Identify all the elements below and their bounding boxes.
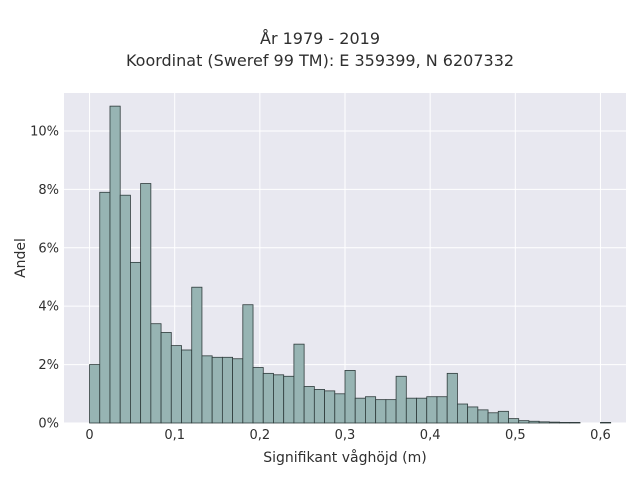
histogram-bar — [232, 358, 244, 424]
x-tick-label: 0,6 — [590, 428, 611, 443]
histogram-bar — [181, 349, 193, 424]
histogram-bar — [416, 397, 428, 424]
histogram-bar — [467, 406, 479, 424]
histogram-bar — [508, 418, 520, 424]
histogram-bar — [283, 375, 295, 424]
histogram-bar — [150, 323, 162, 424]
histogram-bar — [405, 397, 417, 424]
x-tick-label: 0 — [85, 428, 93, 443]
histogram-bar — [191, 286, 203, 424]
histogram-bar — [354, 397, 366, 424]
histogram-bar — [385, 399, 397, 424]
histogram-bar — [313, 389, 325, 424]
x-tick-label: 0,4 — [420, 428, 441, 443]
y-axis-ticks: 0% 2% 4% 6% 8% 10% — [30, 124, 59, 431]
x-tick-label: 0,2 — [250, 428, 271, 443]
histogram-bar — [303, 386, 315, 424]
histogram-bar — [487, 412, 499, 424]
histogram-bar — [456, 403, 469, 424]
chart-subtitle: Koordinat (Sweref 99 TM): E 359399, N 62… — [125, 51, 515, 70]
histogram-bar — [528, 420, 540, 424]
histogram-bar — [221, 356, 234, 424]
histogram-bar — [99, 191, 111, 424]
histogram-bar — [477, 409, 489, 424]
histogram-bar — [569, 422, 581, 424]
histogram-bar — [559, 422, 571, 424]
histogram-bar — [324, 390, 336, 424]
histogram-bar — [334, 393, 346, 424]
histogram-bar — [548, 421, 560, 424]
histogram-bar — [497, 410, 509, 424]
histogram-bar — [252, 367, 264, 424]
y-axis-label: Andel — [13, 238, 29, 278]
y-tick-label: 0% — [38, 417, 59, 432]
histogram-bar — [140, 183, 152, 424]
x-tick-label: 0,5 — [505, 428, 526, 443]
histogram-bar — [344, 370, 356, 424]
histogram-bar — [130, 261, 142, 424]
y-tick-label: 10% — [30, 124, 59, 139]
x-axis-ticks: 0 0,1 0,2 0,3 0,4 0,5 0,6 — [85, 428, 610, 443]
histogram-bar — [170, 345, 182, 424]
y-tick-label: 8% — [38, 183, 59, 198]
histogram-bar — [201, 355, 213, 424]
histogram-bar — [262, 372, 274, 424]
histogram-bar — [242, 304, 254, 424]
histogram-bar — [160, 332, 172, 424]
histogram-bar — [293, 343, 305, 424]
histogram-bar — [446, 372, 458, 424]
histogram-bar — [426, 396, 438, 424]
x-tick-label: 0,3 — [335, 428, 356, 443]
histogram-bar — [89, 364, 101, 424]
y-tick-label: 4% — [38, 300, 59, 315]
histogram-bar — [518, 420, 530, 424]
x-tick-label: 0,1 — [164, 428, 185, 443]
y-tick-label: 6% — [38, 241, 59, 256]
histogram-bar — [211, 356, 223, 424]
histogram-bar — [600, 422, 612, 424]
histogram-bars — [89, 105, 612, 424]
histogram-bar — [436, 396, 448, 424]
x-axis-label: Signifikant våghöjd (m) — [263, 449, 426, 466]
histogram-bar — [375, 399, 387, 424]
histogram-bar — [273, 374, 285, 424]
histogram-bar — [365, 396, 377, 424]
histogram-bar — [395, 375, 407, 424]
histogram-bar — [119, 194, 131, 424]
chart-title: År 1979 - 2019 — [260, 29, 380, 48]
histogram-bar — [109, 105, 121, 424]
y-tick-label: 2% — [38, 358, 59, 373]
histogram-bar — [538, 421, 550, 424]
